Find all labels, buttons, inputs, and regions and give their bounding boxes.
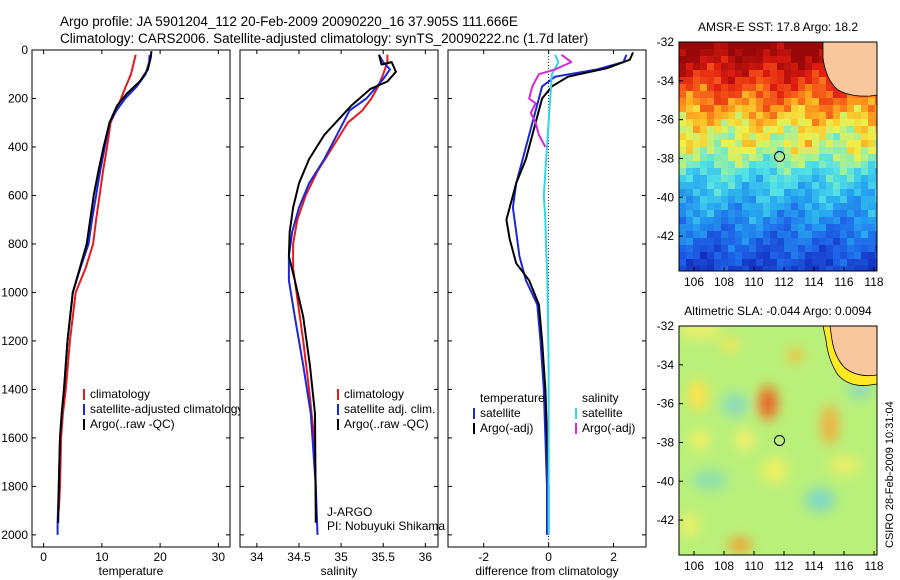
legend-label: Argo(..raw -QC) — [344, 417, 429, 431]
x-tick-label: 114 — [804, 275, 823, 289]
x-tick-label: 0 — [545, 550, 552, 564]
salinity-xlabel: salinity — [321, 564, 358, 578]
legend-label: climatology — [344, 387, 404, 401]
y-tick-label: -38 — [657, 151, 675, 165]
x-tick-label: 112 — [774, 559, 793, 573]
x-tick-label: 106 — [684, 559, 704, 573]
x-tick-label: 114 — [804, 559, 823, 573]
program-label: J-ARGO — [327, 505, 372, 519]
header-line1: Argo profile: JA 5901204_112 20-Feb-2009… — [60, 14, 518, 29]
x-tick-label: 2 — [610, 550, 617, 564]
y-tick-label: 200 — [8, 91, 28, 105]
x-tick-label: 112 — [774, 275, 793, 289]
sst-map-panel: AMSR-E SST: 17.8 Argo: 18.2 106 108 110 112… — [657, 20, 884, 289]
x-tick-label: 110 — [744, 559, 763, 573]
argo-position-marker — [774, 151, 785, 162]
x-tick-label: 108 — [714, 559, 734, 573]
y-tick-label: 0 — [21, 43, 28, 57]
series-line — [57, 51, 153, 523]
legend-title: salinity — [582, 391, 619, 405]
land-mass — [822, 42, 877, 97]
sst-map-axes — [678, 41, 878, 272]
x-tick-label: 110 — [744, 275, 763, 289]
y-tick-label: -40 — [657, 190, 675, 204]
legend-label: satellite adj. clim. — [344, 402, 435, 416]
legend-title: temperature — [480, 391, 545, 405]
sla-map-panel: Altimetric SLA: -0.044 Argo: 0.0094 — [657, 304, 884, 573]
y-tick-label: -40 — [657, 474, 675, 488]
x-tick-label: 30 — [212, 550, 226, 564]
side-timestamp: CSIRO 28-Feb-2009 10:31:04 — [884, 401, 896, 548]
x-tick-label: 116 — [834, 559, 853, 573]
y-tick-label: -32 — [657, 35, 675, 49]
y-tick-label: 1200 — [1, 334, 28, 348]
argo-position-marker — [774, 435, 785, 446]
x-tick-label: 0 — [40, 550, 47, 564]
legend-label: satellite — [582, 406, 623, 420]
header-line2: Climatology: CARS2006. Satellite-adjuste… — [60, 31, 588, 46]
series-line — [528, 54, 573, 148]
sla-heatmap — [679, 326, 877, 555]
x-tick-label: 116 — [834, 275, 853, 289]
legend-label: satellite-adjusted climatology — [90, 402, 243, 416]
y-tick-label: -34 — [657, 74, 675, 88]
series-line — [505, 51, 634, 535]
x-tick-label: 34 — [250, 550, 264, 564]
y-tick-label: -42 — [657, 229, 675, 243]
sla-map-title: Altimetric SLA: -0.044 Argo: 0.0094 — [684, 304, 872, 318]
legend-label: Argo(-adj) — [480, 421, 533, 435]
y-tick-label: -42 — [657, 513, 675, 527]
legend-label: Argo(-adj) — [582, 421, 635, 435]
y-tick-label: -38 — [657, 435, 675, 449]
series-line — [287, 54, 397, 523]
y-tick-label: 1800 — [1, 479, 28, 493]
x-tick-label: 106 — [684, 275, 704, 289]
y-tick-label: 600 — [8, 188, 28, 202]
y-tick-label: 400 — [8, 140, 28, 154]
x-tick-label: 118 — [864, 559, 883, 573]
x-tick-label: 36 — [419, 550, 433, 564]
series-line — [287, 54, 391, 535]
x-tick-label: 10 — [95, 550, 109, 564]
temperature-axes — [31, 49, 231, 548]
legend-label: Argo(..raw -QC) — [90, 417, 175, 431]
sla-map-axes — [678, 325, 878, 556]
salinity-panel: 34 34.5 35 35.5 36 salinity climatologysatel… — [239, 49, 445, 578]
x-tick-label: 35.5 — [372, 550, 396, 564]
y-tick-label: 1000 — [1, 285, 28, 299]
difference-panel: -2 0 2 difference from climatology tempera… — [447, 49, 647, 578]
x-tick-label: 118 — [864, 275, 883, 289]
legend-label: climatology — [90, 387, 150, 401]
temperature-xlabel: temperature — [99, 564, 164, 578]
temperature-panel: 0 10 20 30 0 200 400 600 800 1000 1200 1400 1600 1800… — [1, 43, 243, 578]
y-tick-label: -36 — [657, 113, 675, 127]
pi-label: PI: Nobuyuki Shikama — [327, 519, 445, 533]
sst-map-title: AMSR-E SST: 17.8 Argo: 18.2 — [698, 20, 858, 34]
y-tick-label: 2000 — [1, 528, 28, 542]
y-tick-label: -34 — [657, 358, 675, 372]
salinity-axes — [239, 49, 439, 548]
series-line — [511, 54, 628, 535]
y-tick-label: 1400 — [1, 382, 28, 396]
legend-label: satellite — [480, 406, 521, 420]
land-mass — [829, 326, 877, 377]
x-tick-label: 20 — [153, 550, 167, 564]
y-tick-label: -32 — [657, 319, 675, 333]
x-tick-label: 34.5 — [287, 550, 311, 564]
x-tick-label: 35 — [334, 550, 348, 564]
x-tick-label: 108 — [714, 275, 734, 289]
series-line — [542, 54, 560, 535]
y-tick-label: 1600 — [1, 431, 28, 445]
y-tick-label: -36 — [657, 397, 675, 411]
y-tick-label: 800 — [8, 237, 28, 251]
difference-xlabel: difference from climatology — [475, 564, 618, 578]
series-line — [57, 54, 137, 511]
x-tick-label: -2 — [478, 550, 489, 564]
